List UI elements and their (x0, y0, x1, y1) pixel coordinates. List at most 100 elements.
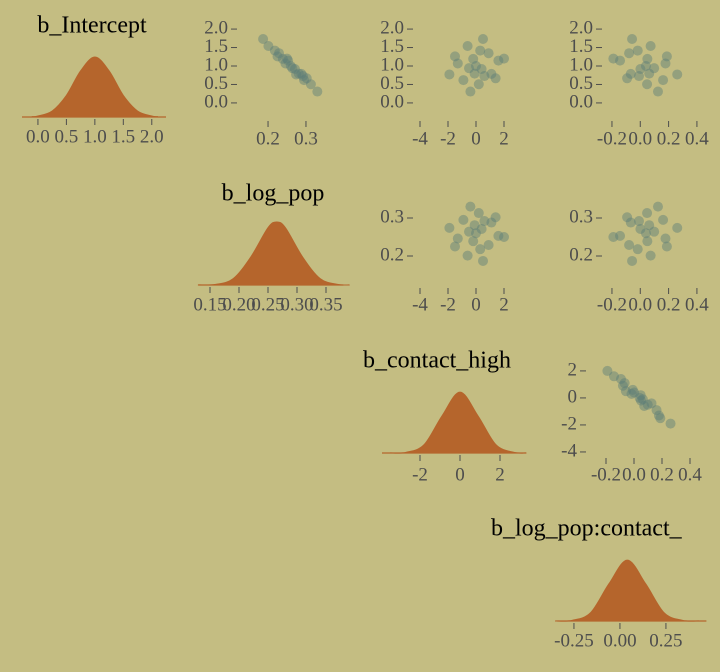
point (660, 58, 671, 69)
point (469, 220, 480, 231)
x-tick-label: 2 (499, 294, 509, 315)
point (624, 48, 635, 59)
point (269, 45, 280, 56)
point (617, 380, 628, 391)
point (312, 86, 323, 97)
point (627, 255, 638, 266)
point (475, 244, 486, 255)
x-tick-label: 0.35 (309, 294, 342, 315)
y-tick-label: 0 (568, 386, 578, 407)
x-tick-label: -2 (440, 294, 456, 315)
point (672, 222, 683, 233)
point (469, 68, 480, 79)
point (640, 228, 651, 239)
point (646, 398, 657, 409)
point (644, 220, 655, 231)
x-tick-label: -2 (412, 464, 428, 485)
point (635, 390, 646, 401)
point (450, 51, 460, 62)
x-tick-label: 0.5 (55, 126, 79, 147)
point (280, 58, 291, 69)
point (465, 201, 476, 212)
x-tick-label: 0.4 (685, 294, 709, 315)
point (282, 53, 292, 64)
x-tick-label: 0.0 (628, 128, 652, 149)
point (632, 244, 643, 255)
point (473, 208, 484, 219)
x-tick-label: -4 (412, 128, 428, 149)
point (462, 41, 473, 52)
x-tick-label: 0.00 (603, 630, 636, 651)
point (636, 395, 646, 406)
density-area (31, 56, 158, 118)
x-tick-label: -0.2 (597, 294, 627, 315)
point (289, 63, 300, 74)
point (655, 413, 666, 424)
point (645, 250, 656, 261)
point (658, 214, 669, 225)
y-tick-label: -2 (561, 413, 577, 434)
x-tick-label: 0.2 (657, 128, 681, 149)
x-tick-label: 2.0 (140, 126, 164, 147)
y-tick-label: 1.5 (569, 36, 593, 57)
point (665, 418, 676, 429)
x-tick-label: 1.0 (83, 126, 107, 147)
point (635, 224, 646, 235)
point (277, 53, 288, 64)
y-tick-label: 2.0 (569, 17, 593, 38)
x-tick-label: 0 (455, 464, 465, 485)
point (462, 250, 473, 261)
point (465, 86, 476, 97)
point (274, 48, 285, 59)
point (297, 71, 308, 82)
point (608, 371, 619, 382)
y-tick-label: 2.0 (204, 17, 228, 38)
point (632, 45, 643, 56)
point (493, 230, 504, 241)
y-tick-label: 0.5 (569, 73, 593, 94)
x-tick-label: 2 (495, 464, 505, 485)
y-tick-label: 0.0 (204, 91, 228, 112)
y-tick-label: 1.0 (569, 54, 593, 75)
point (490, 73, 501, 84)
point (660, 233, 671, 244)
point (620, 386, 631, 397)
x-tick-label: 0 (471, 128, 481, 149)
x-tick-label: 0.20 (222, 294, 255, 315)
point (639, 401, 650, 412)
point (471, 61, 481, 71)
point (444, 222, 455, 233)
point (499, 53, 509, 64)
point (645, 41, 656, 52)
point (619, 378, 630, 389)
x-tick-label: 0.0 (26, 126, 50, 147)
point (478, 255, 488, 266)
point (642, 399, 653, 410)
x-tick-label: 0.4 (678, 464, 702, 485)
point (642, 236, 653, 247)
point (649, 63, 660, 74)
x-tick-label: 0.30 (280, 294, 313, 315)
point (293, 68, 304, 79)
point (652, 201, 663, 212)
point (483, 48, 494, 59)
x-tick-label: -0.25 (554, 630, 594, 651)
point (622, 73, 633, 84)
point (615, 55, 626, 66)
x-tick-label: -2 (440, 128, 456, 149)
y-tick-label: 1.0 (380, 54, 404, 75)
point (661, 241, 672, 252)
y-tick-label: 0.5 (204, 73, 228, 94)
x-tick-label: 0.2 (650, 464, 674, 485)
point (653, 410, 664, 421)
point (627, 34, 638, 45)
y-tick-label: -4 (561, 440, 577, 461)
point (444, 69, 455, 80)
panel-title: b_contact_high (363, 348, 511, 374)
y-tick-label: 0.3 (569, 206, 593, 227)
point (625, 68, 636, 79)
point (642, 208, 653, 219)
y-tick-label: 0.0 (569, 91, 593, 112)
x-tick-label: 0.25 (649, 630, 682, 651)
